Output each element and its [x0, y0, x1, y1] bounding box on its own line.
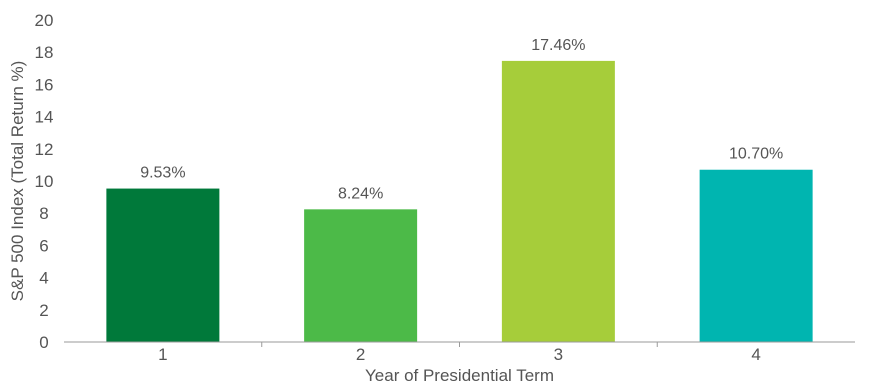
- bar-data-label: 8.24%: [338, 185, 383, 202]
- x-tick-label: 2: [356, 345, 365, 364]
- y-tick-label: 2: [39, 301, 48, 320]
- bar: [106, 188, 220, 342]
- y-tick-label: 16: [35, 75, 54, 94]
- x-tick-label: 3: [554, 345, 563, 364]
- y-axis-ticks: 0 2 4 6 8 10 12 14 16 18 20: [35, 11, 54, 352]
- y-tick-label: 4: [39, 269, 48, 288]
- y-tick-label: 18: [35, 43, 54, 62]
- x-axis-ticks: 1 2 3 4: [158, 342, 761, 364]
- y-tick-label: 14: [35, 108, 54, 127]
- bar: [699, 169, 813, 342]
- y-tick-label: 12: [35, 140, 54, 159]
- bars: [106, 60, 813, 342]
- y-tick-label: 10: [35, 172, 54, 191]
- x-tick-label: 1: [158, 345, 167, 364]
- x-axis-title: Year of Presidential Term: [365, 366, 554, 385]
- bar-data-label: 9.53%: [140, 165, 185, 182]
- bar-data-label: 17.46%: [531, 37, 585, 54]
- y-tick-label: 20: [35, 11, 54, 30]
- y-tick-label: 0: [39, 333, 48, 352]
- x-tick-label: 4: [751, 345, 760, 364]
- bar-data-label: 10.70%: [729, 146, 783, 163]
- bar: [501, 60, 615, 342]
- data-labels: 9.53% 8.24% 17.46% 10.70%: [140, 37, 783, 202]
- y-axis-title: S&P 500 Index (Total Return %): [8, 61, 27, 302]
- y-tick-label: 6: [39, 236, 48, 255]
- bar: [304, 209, 418, 342]
- y-tick-label: 8: [39, 204, 48, 223]
